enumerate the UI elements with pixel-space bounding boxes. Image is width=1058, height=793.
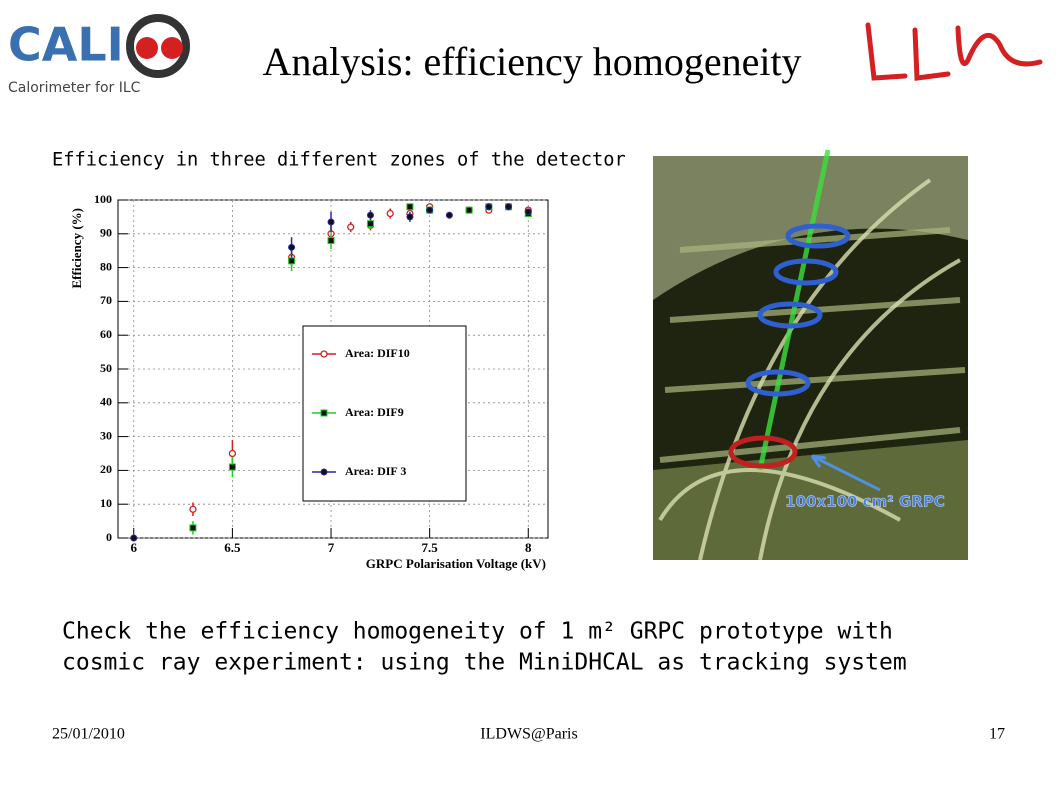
- point: [327, 237, 335, 245]
- point: [406, 203, 414, 211]
- point: [366, 220, 374, 228]
- y-tick-label: 10: [100, 496, 112, 510]
- x-tick-label: 7.5: [422, 540, 439, 555]
- logo-ring: [126, 14, 190, 78]
- x-tick-label: 6: [131, 540, 138, 555]
- point: [465, 206, 473, 214]
- y-tick-label: 0: [106, 530, 112, 544]
- point: [189, 505, 197, 513]
- point: [406, 213, 414, 221]
- y-tick-label: 60: [100, 327, 112, 341]
- point: [327, 218, 335, 226]
- logo-dot: [136, 37, 158, 59]
- x-tick-label: 6.5: [224, 540, 241, 555]
- legend-marker: [320, 409, 328, 417]
- x-axis-label: GRPC Polarisation Voltage (kV): [366, 556, 546, 571]
- footer-event: ILDWS@Paris: [480, 726, 577, 743]
- photo-label: 100x100 cm² GRPC: [785, 493, 945, 511]
- y-tick-label: 90: [100, 226, 112, 240]
- y-tick-label: 40: [100, 395, 112, 409]
- point: [347, 223, 355, 231]
- point: [228, 463, 236, 471]
- x-tick-label: 7: [328, 540, 335, 555]
- subtitle: Efficiency in three different zones of t…: [52, 150, 626, 171]
- body-line: Check the efficiency homogeneity of 1 m²…: [62, 619, 893, 645]
- slide-title: Analysis: efficiency homogeneity: [262, 39, 801, 84]
- x-tick-label: 8: [525, 540, 532, 555]
- zone-ellipse: [728, 435, 798, 469]
- y-tick-label: 50: [100, 361, 112, 375]
- legend-label: Area: DIF9: [345, 405, 404, 419]
- body-line: cosmic ray experiment: using the MiniDHC…: [62, 650, 907, 676]
- y-tick-label: 70: [100, 293, 112, 307]
- point: [288, 243, 296, 251]
- calice-logo: CALI Calorimeter for ILC: [8, 14, 190, 96]
- footer-page: 17: [989, 726, 1005, 743]
- llr-logo: [865, 22, 1043, 81]
- point: [228, 449, 237, 458]
- point: [386, 209, 394, 218]
- zone-ellipse: [757, 301, 823, 329]
- point: [288, 257, 296, 265]
- point: [445, 211, 453, 219]
- point: [189, 524, 197, 532]
- point: [524, 208, 532, 216]
- logo-text: CALI: [8, 18, 124, 72]
- y-tick-label: 80: [100, 259, 112, 273]
- zone-ellipse: [773, 258, 839, 286]
- track: [757, 149, 831, 471]
- arrow: [810, 454, 881, 492]
- legend-marker: [320, 468, 328, 476]
- point: [505, 203, 513, 211]
- y-tick-label: 100: [94, 192, 112, 206]
- point: [485, 203, 493, 211]
- logo-caption: Calorimeter for ILC: [8, 80, 141, 96]
- legend-marker: [320, 350, 328, 358]
- zone-ellipse: [785, 223, 851, 249]
- legend-label: Area: DIF10: [345, 346, 410, 360]
- logo-dot: [161, 37, 183, 59]
- photo: 100x100 cm² GRPC: [653, 149, 968, 561]
- point: [366, 211, 374, 219]
- y-tick-label: 30: [100, 428, 112, 442]
- point: [130, 534, 138, 542]
- footer-date: 25/01/2010: [52, 726, 125, 743]
- legend-label: Area: DIF 3: [345, 464, 406, 478]
- zone-ellipse: [745, 369, 811, 397]
- y-tick-label: 20: [100, 462, 112, 476]
- point: [426, 206, 434, 214]
- y-axis-label: Efficiency (%): [69, 208, 84, 289]
